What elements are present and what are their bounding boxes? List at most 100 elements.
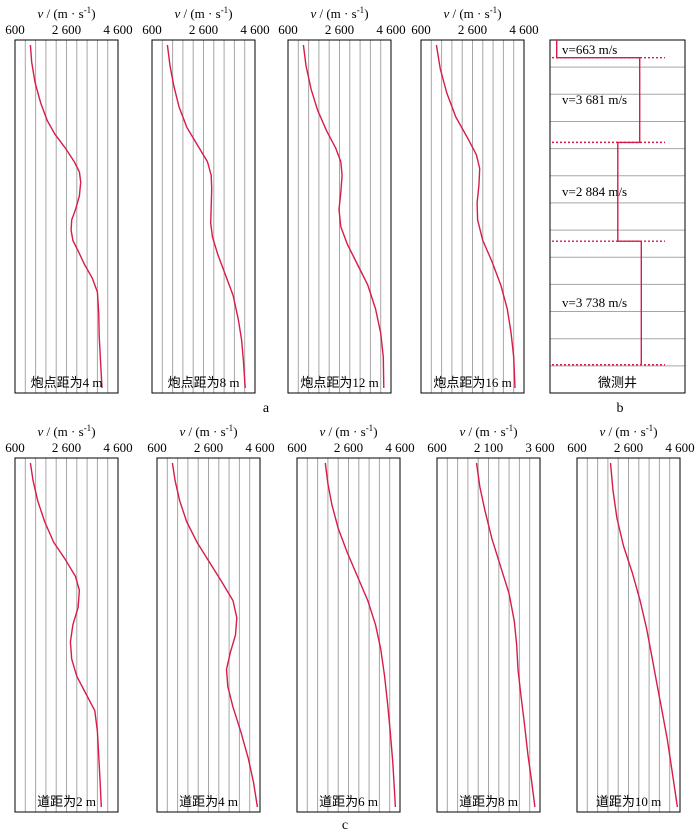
x-tick-label: 2 600 [334,440,363,455]
x-tick-label: 4 600 [245,440,274,455]
velocity-curve [609,462,679,808]
x-axis-label: v / (m · s-1) [443,5,501,21]
x-axis-label: v / (m · s-1) [37,5,95,21]
velocity-curve [435,44,516,389]
x-tick-label: 4 600 [665,440,694,455]
x-tick-label: 3 600 [525,440,554,455]
x-tick-label: 2 600 [458,22,487,37]
plot-frame [576,457,681,813]
axis-label-symbol: v [37,424,43,439]
axis-label-close: ) [373,424,377,439]
axis-label-exponent: -1 [221,5,229,15]
velocity-curve [166,44,246,389]
x-tick-label: 600 [287,440,307,455]
x-tick-label: 2 600 [52,440,81,455]
panel-caption: 道距为2 m [37,794,96,809]
x-tick-label: 2 600 [52,22,81,37]
x-tick-label: 600 [5,22,25,37]
x-tick-label: 2 600 [189,22,218,37]
panel-caption: 道距为6 m [319,794,378,809]
axis-label-exponent: -1 [84,5,92,15]
axis-label-symbol: v [319,424,325,439]
layer-velocity-label: v=3 681 m/s [562,92,627,107]
axis-label-symbol: v [174,6,180,21]
velocity-curve [475,462,536,808]
axis-label-close: ) [653,424,657,439]
plot-frame [156,457,261,813]
chart-panel-7: 600 2 600 4 600 v / (m · s-1) 道距为4 m [147,423,275,813]
x-tick-label: 600 [427,440,447,455]
panel-caption: 炮点距为8 m [168,375,240,390]
subfigure-label-a: a [263,401,270,416]
x-tick-label: 600 [567,440,587,455]
x-tick-label: 2 600 [194,440,223,455]
x-axis-label: v / (m · s-1) [179,423,237,439]
axis-label-unit: / (m · s [316,6,356,21]
plot-frame [296,457,401,813]
x-axis-label: v / (m · s-1) [599,423,657,439]
x-axis-label: v / (m · s-1) [37,423,95,439]
x-tick-label: 4 600 [385,440,414,455]
axis-label-exponent: -1 [357,5,365,15]
chart-panel-8: 600 2 600 4 600 v / (m · s-1) 道距为6 m [287,423,415,813]
axis-label-close: ) [233,424,237,439]
chart-panel-2: 600 2 600 4 600 v / (m · s-1) 炮点距为8 m [142,5,270,394]
x-tick-label: 4 600 [376,22,405,37]
axis-label-unit: / (m · s [180,6,220,21]
x-axis-label: v / (m · s-1) [310,5,368,21]
chart-panel-3: 600 2 600 4 600 v / (m · s-1) 炮点距为12 m [278,5,406,394]
panel-caption: 炮点距为12 m [300,375,378,390]
plot-frame [287,39,392,394]
plot-frame [151,39,256,394]
axis-label-unit: / (m · s [465,424,505,439]
axis-label-unit: / (m · s [449,6,489,21]
panel-caption: 炮点距为16 m [433,375,511,390]
x-tick-label: 600 [278,22,298,37]
plot-frame [14,39,119,394]
chart-panel-4: 600 2 600 4 600 v / (m · s-1) 炮点距为16 m [411,5,539,394]
axis-label-unit: / (m · s [325,424,365,439]
axis-label-exponent: -1 [366,423,374,433]
x-tick-label: 4 600 [240,22,269,37]
axis-label-unit: / (m · s [43,424,83,439]
axis-label-close: ) [91,424,95,439]
x-tick-label: 2 600 [325,22,354,37]
panel-caption: 道距为8 m [459,794,518,809]
layer-velocity-label: v=3 738 m/s [562,295,627,310]
layer-velocity-label: v=663 m/s [562,42,617,57]
x-tick-label: 600 [147,440,167,455]
panel-caption: 微测井 [598,375,637,390]
chart-panel-10: 600 2 600 4 600 v / (m · s-1) 道距为10 m [567,423,695,813]
axis-label-symbol: v [459,424,465,439]
velocity-curve [302,44,385,389]
axis-label-unit: / (m · s [43,6,83,21]
axis-label-close: ) [228,6,232,21]
x-tick-label: 4 600 [103,440,132,455]
plot-frame [420,39,525,394]
velocity-curve [324,462,397,808]
axis-label-symbol: v [443,6,449,21]
x-axis-label: v / (m · s-1) [319,423,377,439]
axis-label-symbol: v [37,6,43,21]
x-axis-label: v / (m · s-1) [174,5,232,21]
x-tick-label: 2 600 [614,440,643,455]
axis-label-symbol: v [179,424,185,439]
velocity-curve [171,462,259,808]
chart-panel-1: 600 2 600 4 600 v / (m · s-1) 炮点距为4 m [5,5,133,394]
axis-label-unit: / (m · s [605,424,645,439]
x-tick-label: 4 600 [103,22,132,37]
subfigure-label-b: b [617,401,624,416]
x-axis-label: v / (m · s-1) [459,423,517,439]
axis-label-symbol: v [599,424,605,439]
x-tick-label: 600 [142,22,162,37]
velocity-curve [29,462,102,808]
velocity-curve [29,44,103,389]
chart-panel-9: 600 2 100 3 600 v / (m · s-1) 道距为8 m [427,423,555,813]
panel-caption: 炮点距为4 m [31,375,103,390]
subfigure-label-c: c [342,818,348,833]
axis-label-close: ) [497,6,501,21]
axis-label-exponent: -1 [226,423,234,433]
layer-velocity-label: v=2 884 m/s [562,184,627,199]
